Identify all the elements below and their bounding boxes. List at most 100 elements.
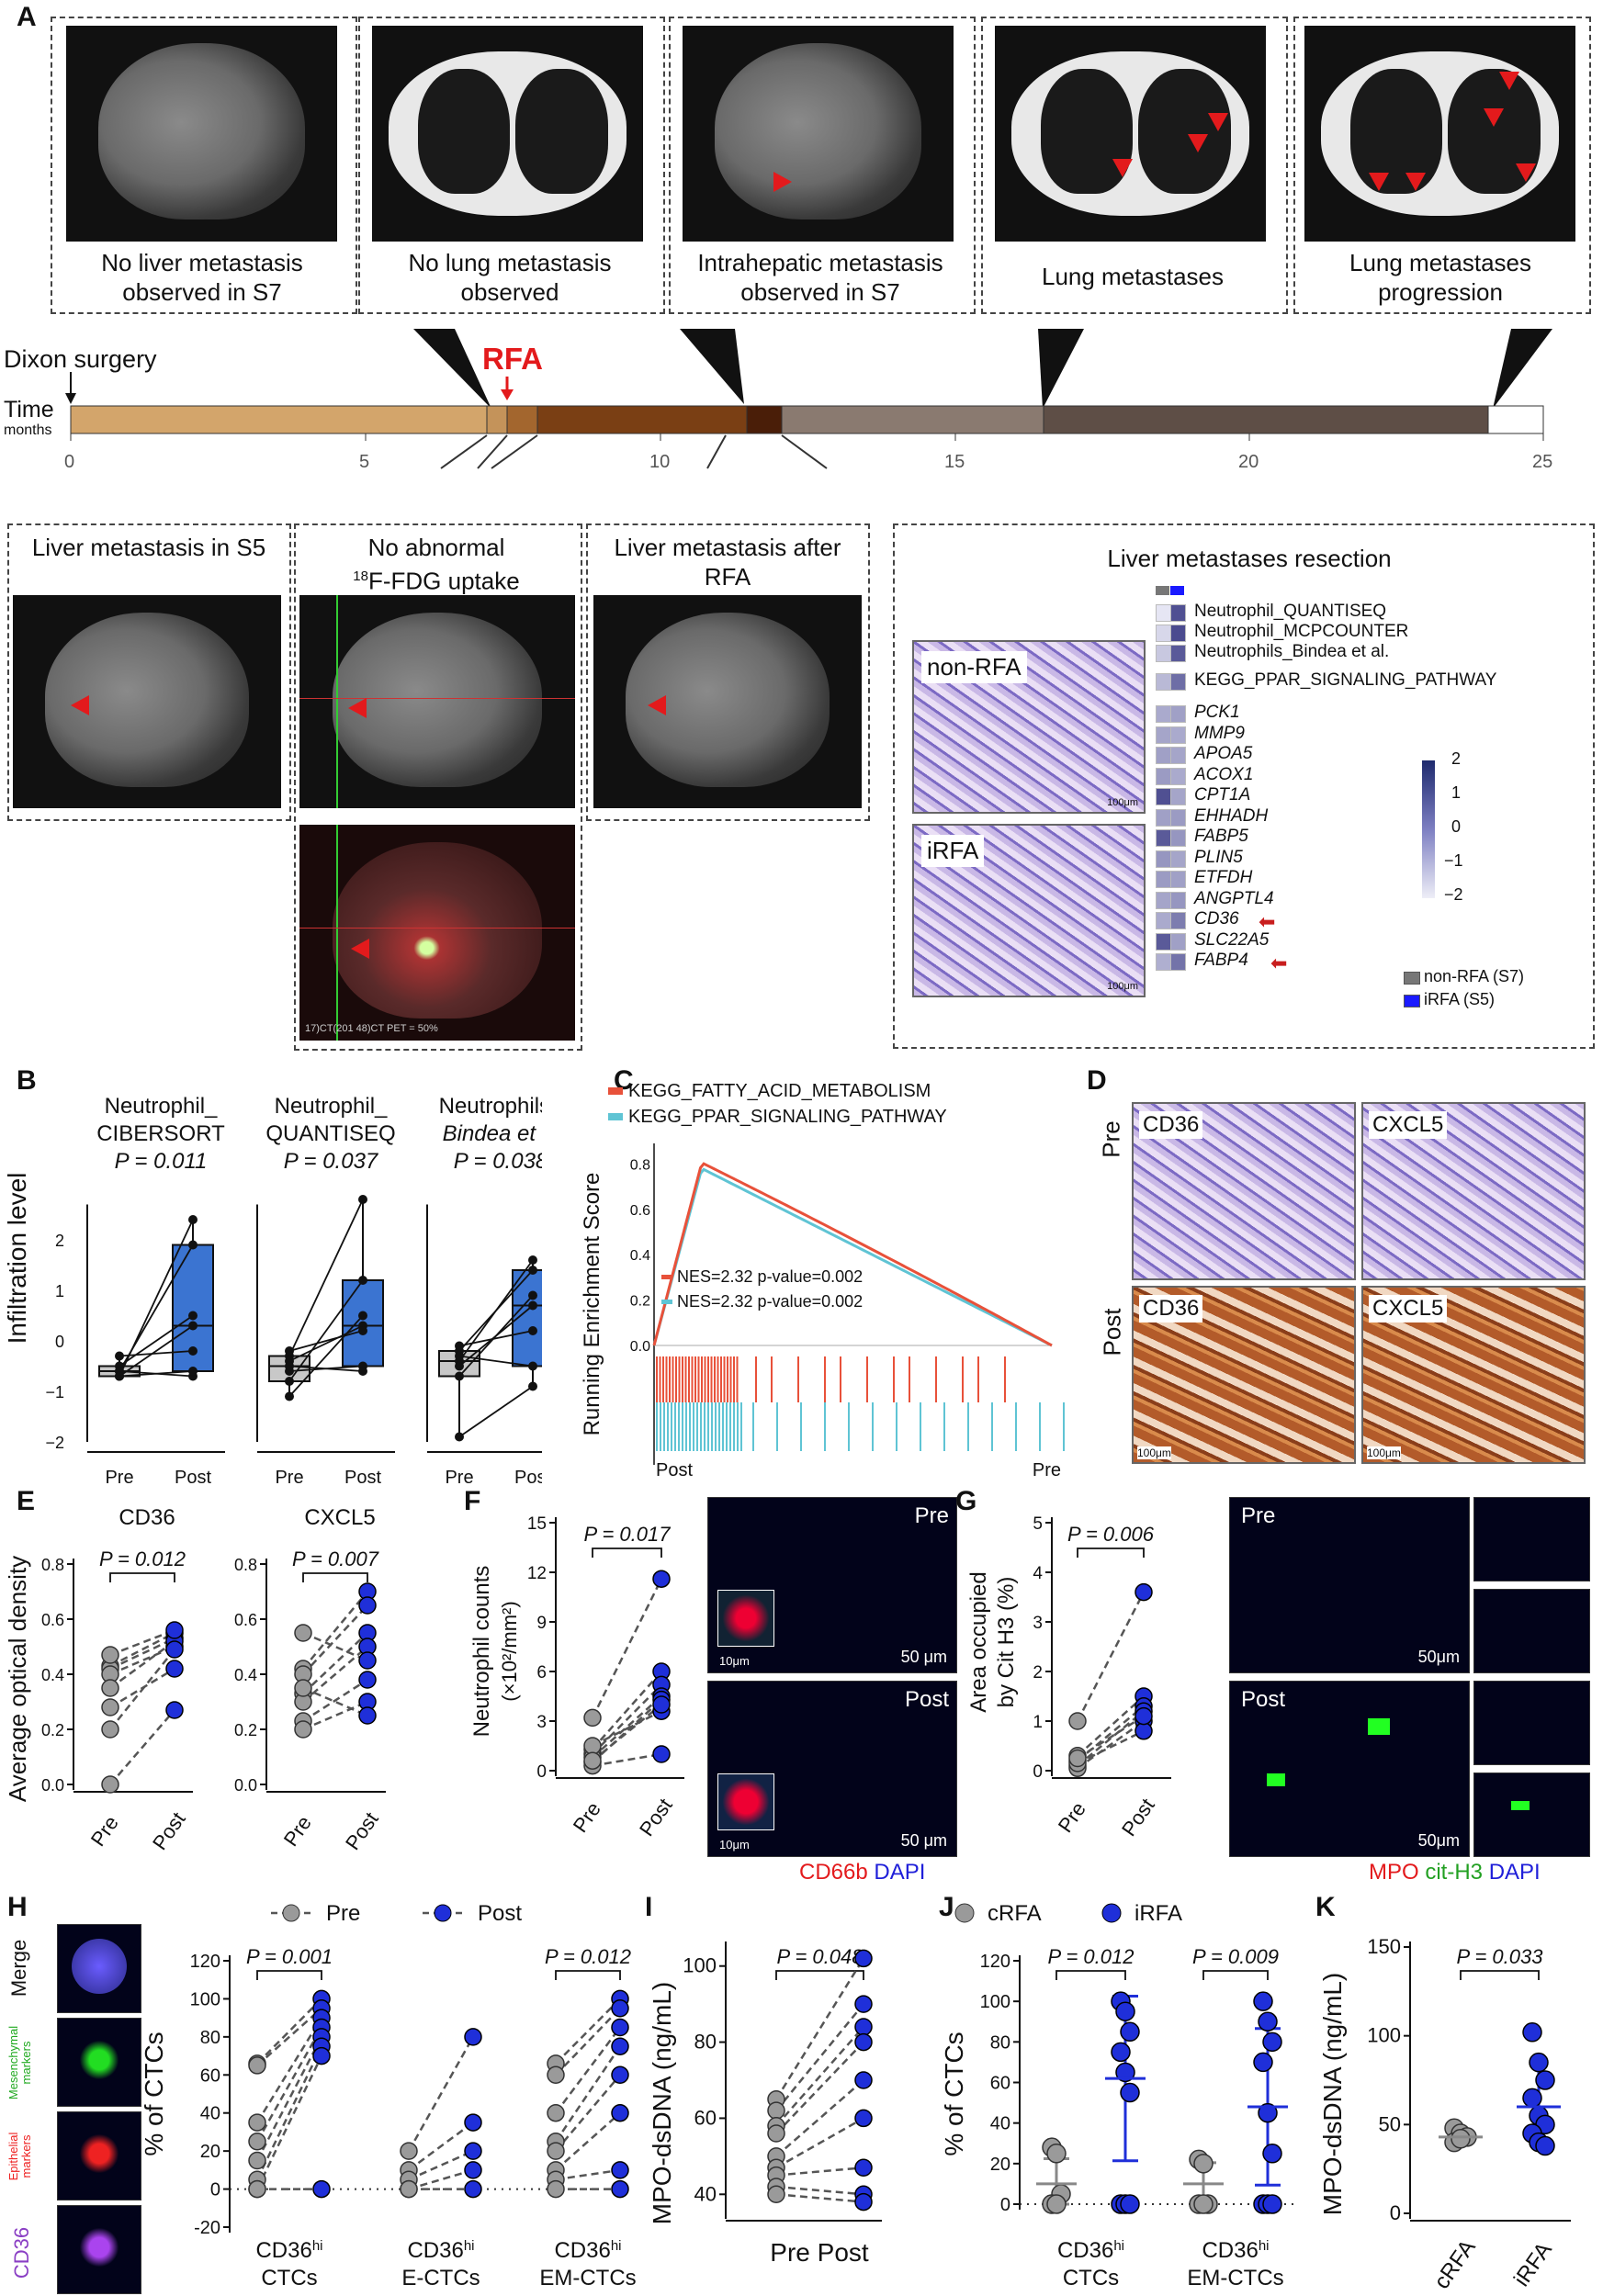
data-point [455,1361,464,1371]
timeline-chart [65,329,1552,469]
inset [717,1773,774,1830]
x-tick-label: Post [148,1807,190,1853]
pre-point [294,1720,312,1739]
significance-bracket [592,1548,662,1558]
paired-line [256,1998,322,2065]
heatmap-cell [1170,645,1186,662]
stain-legend-f: CD66b DAPI [799,1860,925,1885]
y-tick-label: 0.2 [630,1294,650,1310]
y-tick-label: 0 [1390,2201,1401,2224]
y-tick-label: 0.0 [630,1339,650,1355]
paired-line [255,2045,323,2180]
label-cd36: CD36 [10,2226,34,2279]
data-point [115,1371,124,1381]
colorbar-tick: 2 [1451,749,1462,768]
category-label: CD36hi [554,2238,621,2264]
x-tick-label: iRFA [1509,2238,1557,2291]
paired-line [407,2036,475,2152]
legend-swatch [1404,995,1420,1007]
subplot-title: Neutrophil_ [105,1094,218,1119]
panel-label-k: K [1315,1892,1336,1922]
scale-bar: 100μm [1107,797,1138,808]
paired-line [119,1350,194,1357]
caption-a4: Lung metastases [1041,263,1224,290]
panel-a-box-3 [669,17,976,314]
paired-line [775,2026,864,2127]
heatmap-cell [1156,767,1171,785]
chart-i: MPO-dsDNA (ng/mL) 100 80 60 40 P = 0.048 Pre P… [648,1941,882,2267]
post-point [611,2161,629,2179]
paired-line [408,2168,474,2190]
label-epithelial: Epithelial markers [6,2132,33,2181]
paired-line [592,1671,662,1750]
y-tick-label: 2 [1033,1663,1043,1683]
post-point [464,2113,482,2132]
data-point [1535,2070,1555,2090]
lesion-arrow-icon [348,698,367,718]
post-point [1135,1582,1153,1602]
stain-legend-g: MPO cit-H3 DAPI [1369,1860,1541,1885]
ihc-post-cd36: CD36 100μm [1132,1286,1356,1464]
pre-point [101,1646,119,1664]
data-point [1193,2154,1214,2174]
row-label-post: Post [1098,1308,1126,1356]
pet-ct-image [299,595,575,808]
data-point [1522,2022,1542,2043]
heatmap-cell [1170,747,1186,764]
y-tick-label: 60 [200,2065,220,2086]
tick-0: 0 [64,452,75,472]
paired-line [288,1314,364,1398]
y-tick-label: 0.6 [630,1203,650,1219]
caption-a3: Intrahepatic metastasis observed in S7 [697,249,943,306]
heatmap-cell [1156,625,1171,642]
y-tick-label: 0.0 [41,1776,64,1795]
paired-line [302,1646,368,1703]
fdg-superscript: 18 [353,568,368,584]
heatmap-row-label: KEGG_PPAR_SIGNALING_PATHWAY [1194,670,1497,690]
legend-label: iRFA [1135,1901,1182,1926]
y-tick-label: 40 [200,2104,220,2124]
post-point [652,1695,671,1714]
significance-bracket [1202,1970,1269,1980]
y-tick-label: 60 [694,2106,717,2129]
significance-bracket [1055,1970,1126,1980]
pre-point [294,1624,312,1642]
category-label: CD36hi [1202,2238,1269,2264]
stain-cith3: cit-H3 [1425,1860,1484,1885]
y-tick-label: 0.8 [630,1157,650,1173]
paired-line [775,2079,864,2157]
label-mesenchymal: Mesenchymal markers [6,2025,33,2100]
post-point [611,2103,629,2122]
subplot-title: Neutrophils_ [439,1094,542,1119]
data-point [1262,2032,1282,2053]
paired-line [555,2007,621,2077]
pre-point [547,2142,565,2160]
legend-marker [434,1904,452,1922]
data-point [358,1326,367,1335]
heatmap-cell [1156,705,1171,723]
y-tick-label: 0.8 [41,1556,64,1574]
ct-liver-post-rfa-image [593,595,862,808]
pre-point [248,2133,266,2151]
paired-line [302,1678,368,1723]
data-point [455,1341,464,1351]
category-label: CD36hi [407,2238,474,2264]
paired-line [592,1683,662,1755]
ct-liver-image-1 [66,26,337,242]
nes-label: NES=2.32 p-value=0.002 [677,1292,863,1311]
heatmap-cell [1156,747,1171,764]
img-label-pre: Pre [914,1503,949,1528]
p-value: P = 0.012 [1048,1945,1135,1968]
y-axis-label: Area occupied [966,1571,991,1712]
paired-line [255,2017,323,2123]
subplot-title: CIBERSORT [96,1121,225,1146]
panel-label-a: A [17,2,37,32]
legend-swatch [608,1113,623,1120]
lesion-arrow-icon [1369,173,1389,191]
data-point [1258,2102,1278,2123]
caption-a7-line1: No abnormal [367,534,505,561]
stain-cd66b: CD66b [799,1860,868,1885]
heatmap-cell [1156,953,1171,971]
post-point [464,2161,482,2179]
lesion-arrow-icon [648,695,666,715]
